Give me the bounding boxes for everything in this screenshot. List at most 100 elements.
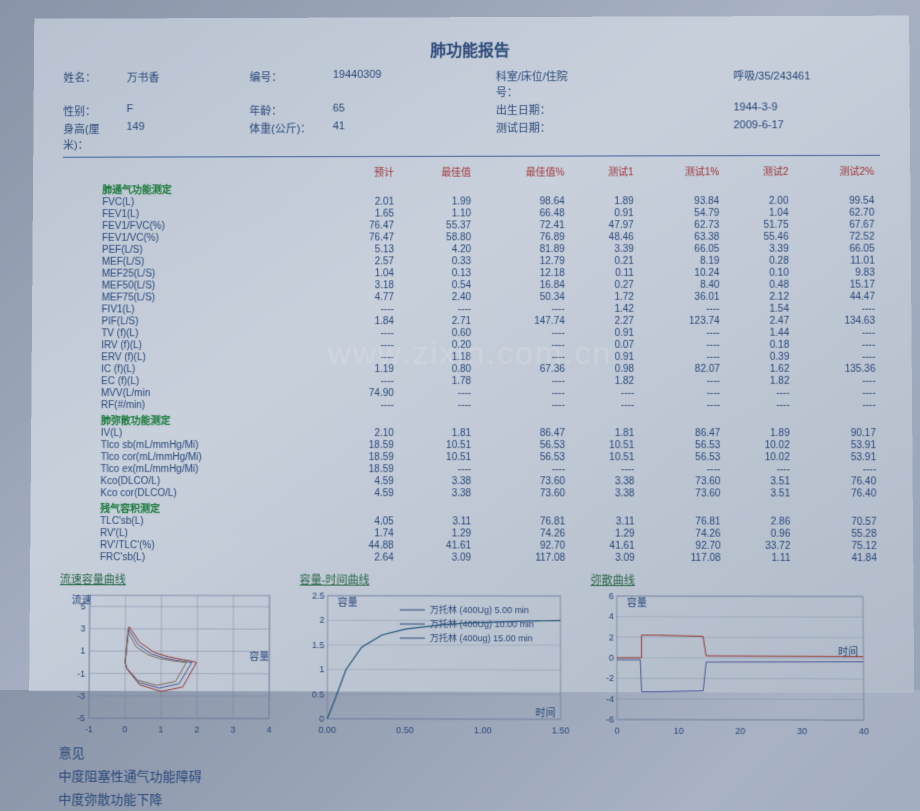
cell: 93.84 — [640, 195, 726, 207]
cell: 1.29 — [571, 528, 641, 540]
cell: 44.88 — [331, 539, 399, 551]
cell: 82.07 — [640, 363, 726, 375]
cell: ---- — [400, 303, 477, 315]
cell: 4.05 — [331, 515, 399, 527]
cell: 10.24 — [640, 267, 726, 279]
name-label: 姓名： — [63, 70, 123, 102]
cell: 4.20 — [400, 243, 477, 255]
row-label: FEV1(L) — [62, 208, 332, 220]
cell: 63.38 — [640, 231, 726, 243]
cell: 0.98 — [571, 363, 640, 375]
cell: 3.09 — [571, 552, 641, 564]
testdate-label: 测试日期： — [496, 120, 586, 152]
cell: ---- — [726, 399, 796, 411]
svg-text:-2: -2 — [606, 673, 614, 683]
row-label: RV'(L) — [60, 527, 331, 539]
table-row: TLC'sb(L)4.053.1176.813.1176.812.8670.57 — [60, 515, 882, 528]
section-header: 肺弥散功能测定 — [61, 411, 882, 427]
cell: ---- — [795, 339, 881, 351]
cell: 92.70 — [641, 540, 727, 552]
cell: 0.18 — [726, 339, 796, 351]
cell: 2.10 — [332, 427, 400, 439]
cell: 3.38 — [400, 487, 477, 499]
col-header: 测试2 — [725, 162, 794, 179]
cell: 51.75 — [725, 219, 794, 231]
cell: 66.05 — [795, 243, 881, 255]
row-label: MVV(L/min — [61, 387, 332, 399]
cell: 0.21 — [571, 255, 640, 267]
cell: 54.79 — [640, 207, 726, 219]
cell: 3.09 — [400, 551, 478, 563]
svg-text:2: 2 — [319, 615, 324, 625]
cell: ---- — [477, 463, 571, 475]
cell: ---- — [332, 327, 400, 339]
cell: 2.71 — [400, 315, 477, 327]
cell: 73.60 — [641, 487, 727, 499]
weight-value: 41 — [333, 120, 492, 152]
cell: 2.01 — [332, 196, 400, 208]
cell: 8.19 — [640, 255, 726, 267]
row-label: Tlco cor(mL/mmHg/Mi) — [61, 451, 332, 463]
diff-chart-title: 弥散曲线 — [591, 572, 873, 589]
cell: 92.70 — [477, 540, 571, 552]
cell: ---- — [640, 339, 726, 351]
cell: 56.53 — [640, 439, 726, 451]
row-label: TV (f)(L) — [62, 327, 332, 339]
cell: 12.79 — [477, 255, 571, 267]
table-row: Kco(DLCO/L)4.593.3873.603.3873.603.5176.… — [61, 475, 883, 487]
row-label: FRC'sb(L) — [60, 551, 331, 563]
cell: 4.59 — [332, 487, 400, 499]
cell: 12.18 — [477, 267, 571, 279]
cell: 1.04 — [725, 207, 794, 219]
cell: 67.67 — [795, 219, 881, 231]
svg-text:容量: 容量 — [627, 596, 647, 609]
table-row: RV'(L)1.741.2974.261.2974.260.9655.28 — [60, 527, 883, 540]
cell: 33.72 — [727, 540, 797, 552]
svg-text:万托林 (400Ug) 10.00 min: 万托林 (400Ug) 10.00 min — [430, 618, 534, 629]
svg-text:-5: -5 — [77, 713, 85, 723]
svg-text:1: 1 — [319, 664, 324, 674]
cell: 3.39 — [725, 243, 794, 255]
col-header: 测试1% — [640, 162, 726, 179]
svg-text:6: 6 — [609, 591, 614, 601]
cell: 73.60 — [640, 475, 726, 487]
cell: 18.59 — [332, 439, 400, 451]
table-row: IV(L)2.101.8186.471.8186.471.8990.17 — [61, 427, 882, 439]
cell: ---- — [571, 387, 640, 399]
cell: 99.54 — [794, 195, 880, 207]
cell: 72.52 — [795, 231, 881, 243]
cell: ---- — [332, 303, 400, 315]
cell: ---- — [795, 327, 881, 339]
row-label: Kco(DLCO/L) — [61, 475, 332, 487]
cell: 0.28 — [725, 255, 794, 267]
cell: 62.70 — [795, 207, 881, 219]
row-label: MEF25(L/S) — [62, 267, 332, 279]
cell: 9.83 — [795, 267, 881, 279]
cell: 3.39 — [571, 243, 640, 255]
cell: 1.29 — [400, 527, 477, 539]
weight-label: 体重(公斤)： — [249, 120, 329, 152]
cell: ---- — [400, 399, 477, 411]
cell: 0.39 — [726, 351, 796, 363]
cell: 1.81 — [400, 427, 477, 439]
row-label: MEF(L/S) — [62, 255, 332, 267]
cell: 76.81 — [641, 516, 727, 528]
cell: ---- — [796, 399, 882, 411]
results-table: 预计最佳值最佳值%测试1测试1%测试2测试2% 肺通气功能测定FVC(L)2.0… — [60, 162, 883, 564]
table-row: IC (f)(L)1.190.8067.360.9882.071.62135.3… — [61, 363, 881, 375]
row-label: TLC'sb(L) — [60, 515, 331, 527]
cell: 1.10 — [400, 207, 477, 219]
col-header: 最佳值 — [400, 163, 477, 180]
table-row: Tlco sb(mL/mmHg/Mi)18.5910.5156.5310.515… — [61, 439, 882, 451]
cell: 98.64 — [477, 195, 570, 207]
cell: 16.84 — [477, 279, 571, 291]
cell: 76.40 — [796, 487, 882, 499]
cell: ---- — [796, 387, 882, 399]
table-row: ERV (f)(L)----1.18----0.91----0.39---- — [61, 351, 881, 363]
cell: 1.42 — [571, 303, 640, 315]
cell: 3.11 — [571, 515, 640, 527]
cell: ---- — [640, 303, 726, 315]
table-row: PIF(L/S)1.842.71147.742.27123.742.47134.… — [62, 315, 882, 328]
svg-text:3: 3 — [80, 624, 85, 634]
svg-text:4: 4 — [609, 612, 614, 622]
